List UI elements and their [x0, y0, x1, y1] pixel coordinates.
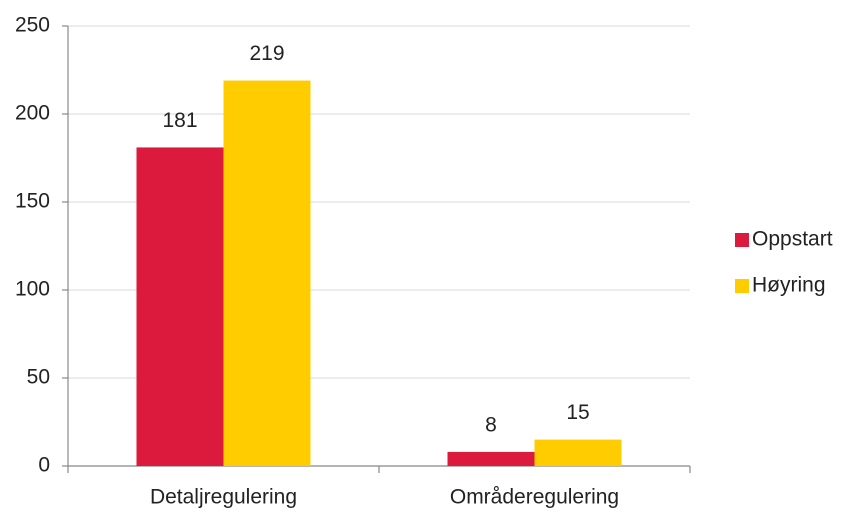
data-label: 219: [249, 42, 284, 65]
data-label: 181: [162, 109, 197, 132]
bar: [534, 439, 622, 466]
bar: [447, 451, 535, 466]
y-tick-label: 50: [27, 366, 50, 389]
x-tick-label: Detaljregulering: [150, 486, 297, 509]
data-label: 8: [485, 413, 497, 436]
y-tick-label: 0: [38, 454, 50, 477]
x-tick-label: Områderegulering: [450, 486, 619, 509]
bar: [136, 147, 224, 466]
data-label: 15: [566, 401, 589, 424]
legend-label: Høyring: [752, 274, 826, 297]
y-tick-label: 100: [15, 278, 50, 301]
legend-swatch: [735, 233, 749, 247]
legend-swatch: [735, 279, 749, 293]
y-tick-label: 250: [15, 14, 50, 37]
legend-label: Oppstart: [752, 228, 833, 251]
y-tick-label: 200: [15, 102, 50, 125]
bar: [223, 80, 311, 466]
y-tick-label: 150: [15, 190, 50, 213]
